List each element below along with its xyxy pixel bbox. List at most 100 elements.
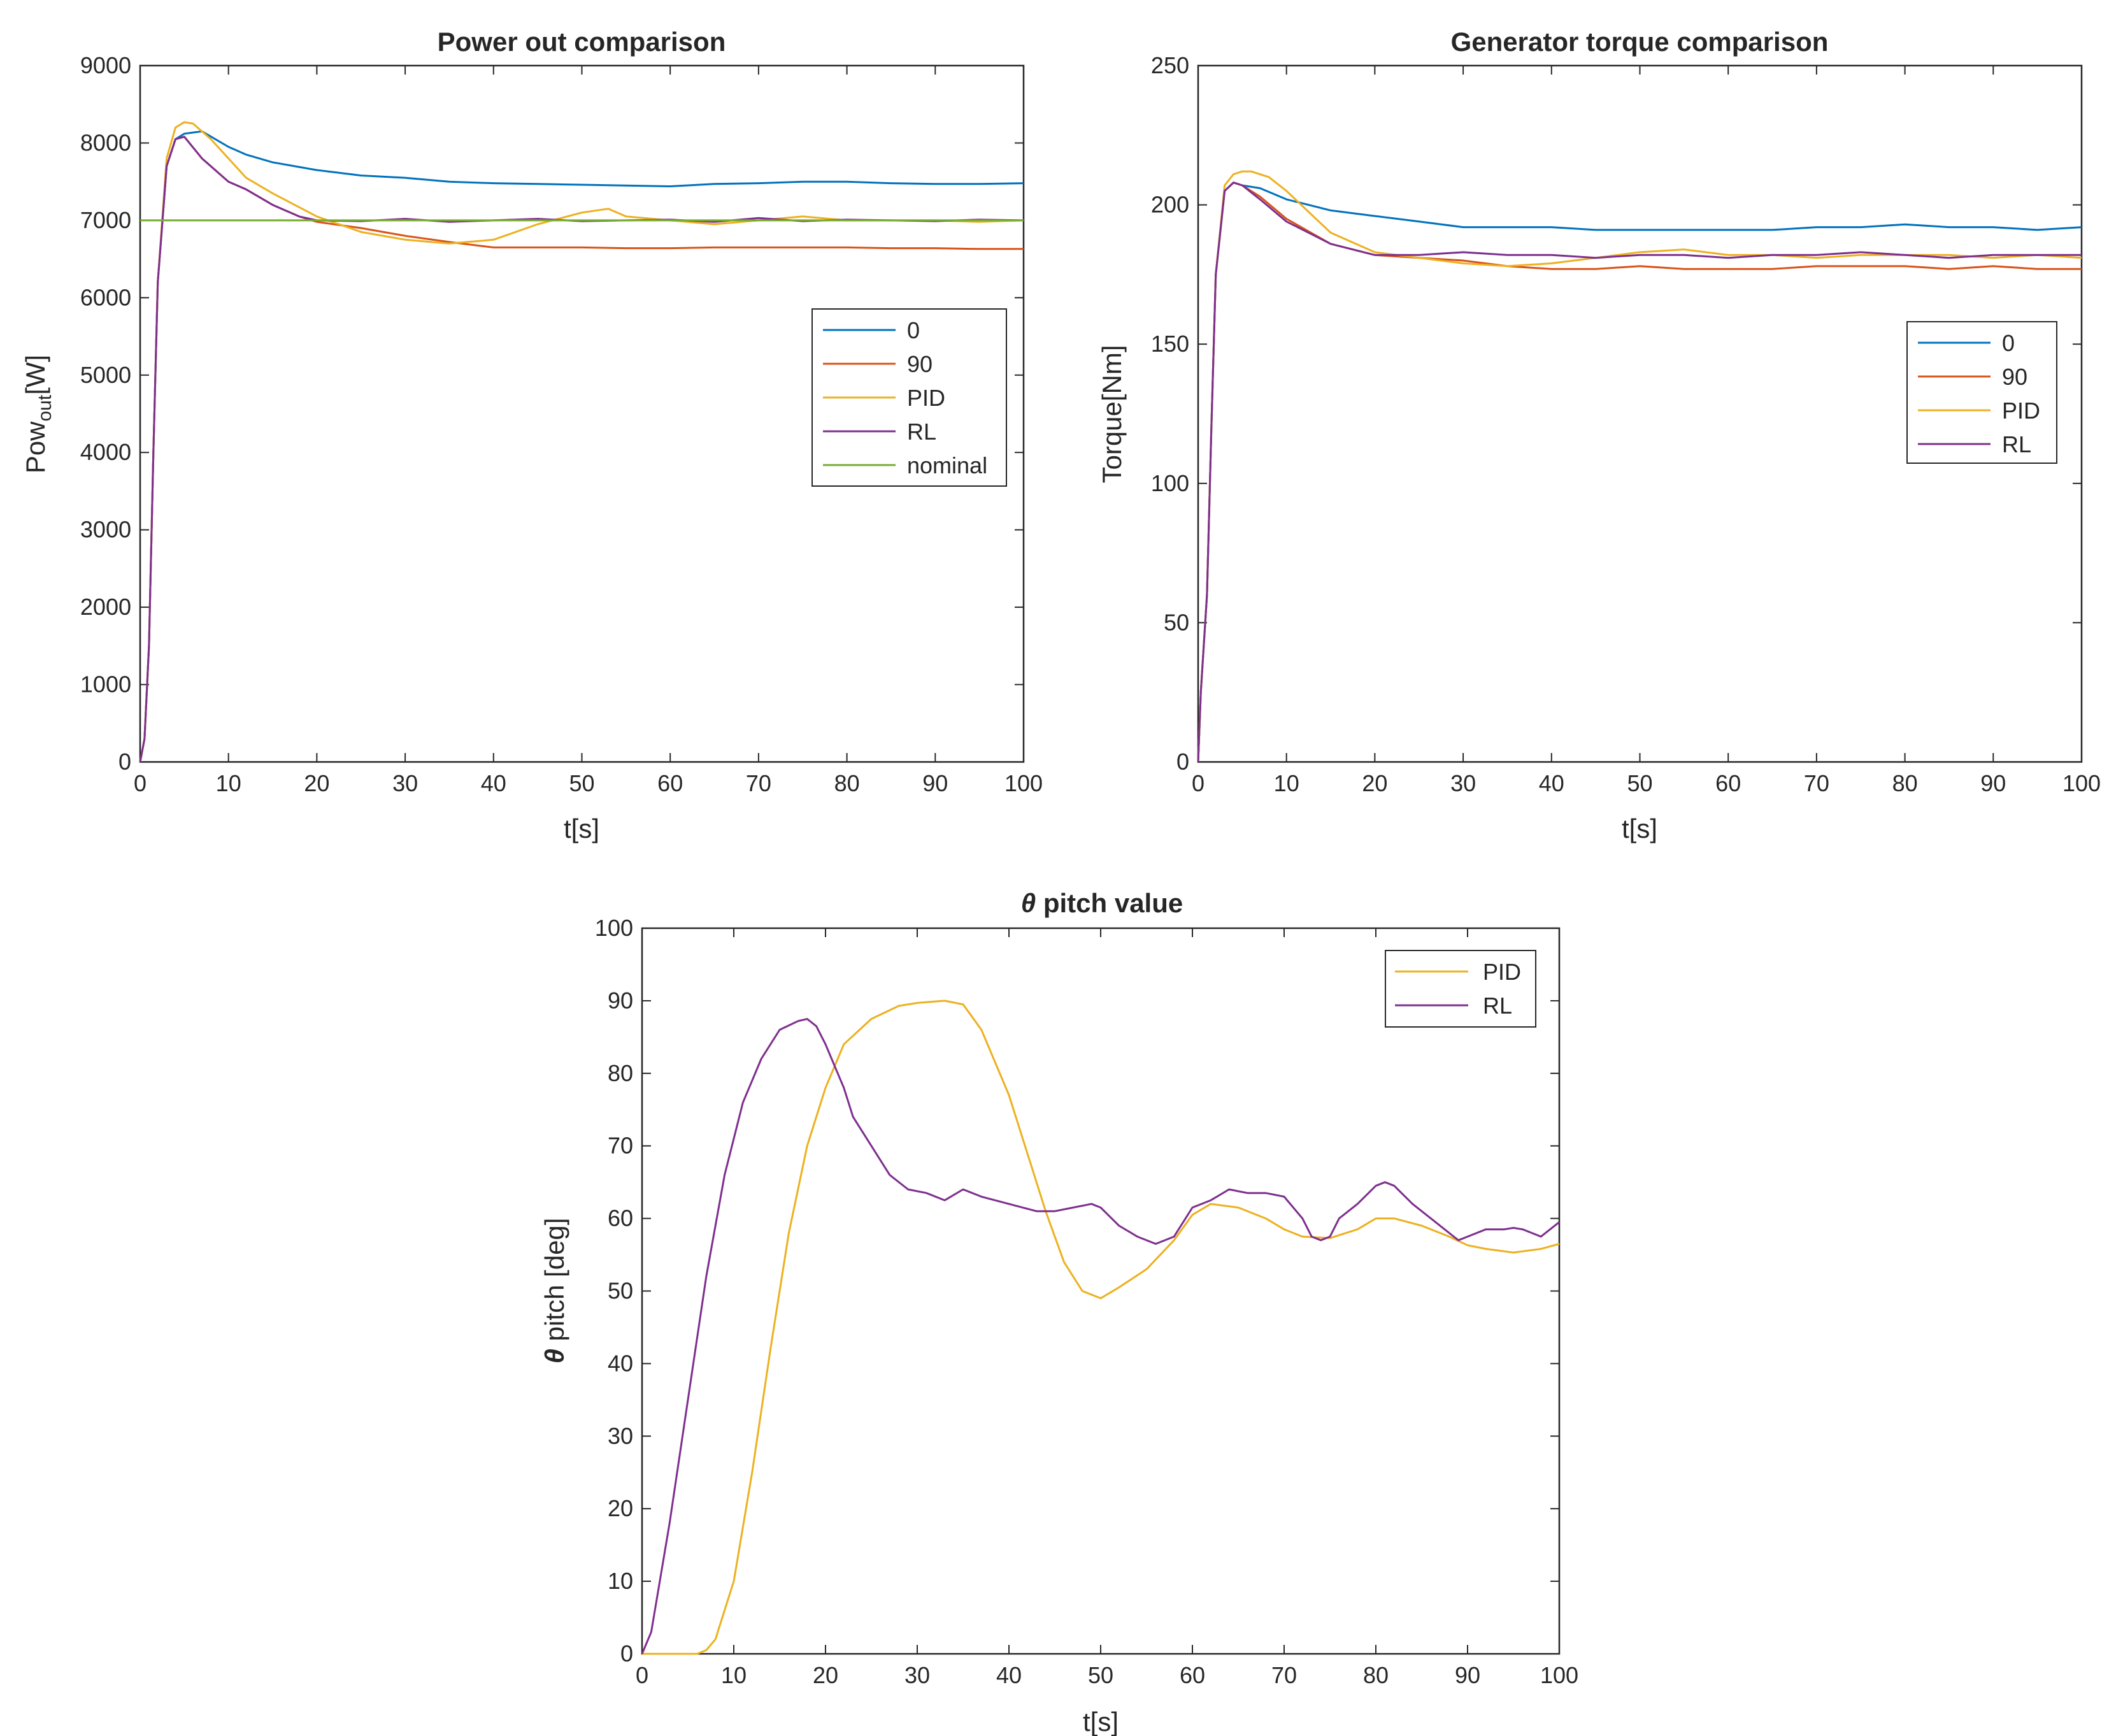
series-lines [139,121,1024,763]
x-tick-label: 50 [1627,770,1652,796]
x-tick-label: 20 [304,770,329,796]
y-tick-label: 1000 [80,671,131,698]
y-axis-label-subscript: out [34,394,55,421]
legend-label: RL [907,419,936,445]
y-tick-label: 40 [608,1350,633,1376]
x-tick-label: 20 [1362,770,1387,796]
y-tick-label: 9000 [80,52,131,78]
legend-label: RL [1483,993,1512,1019]
x-ticks: 0 10 20 30 40 50 60 70 80 90 100 [1192,66,2101,796]
x-tick-label: 70 [1804,770,1829,796]
x-tick-label: 10 [1274,770,1299,796]
x-tick-label: 0 [1192,770,1204,796]
y-tick-label: 2000 [80,594,131,620]
series-line-pid [642,1000,1560,1655]
legend-label: 90 [2002,364,2027,390]
y-ticks: 0 10 20 30 40 50 60 70 80 90 100 [595,915,1559,1667]
x-tick-label: 10 [216,770,241,796]
legend-box [1385,950,1536,1028]
x-tick-label: 40 [1539,770,1564,796]
x-tick-label: 100 [1540,1662,1578,1688]
legend-label: PID [2002,398,2040,424]
y-tick-label: 4000 [80,439,131,465]
plot-area [641,927,1561,1655]
y-tick-label: 0 [620,1640,633,1667]
y-tick-label: 80 [608,1060,633,1086]
y-axis-label-main: Pow [20,421,50,473]
x-tick-label: 0 [134,770,147,796]
x-tick-label: 50 [569,770,594,796]
x-tick-label: 80 [1892,770,1918,796]
x-tick-label: 50 [1088,1662,1113,1688]
legend: 0 90 PID RL [1906,321,2057,464]
legend-box [1906,321,2057,464]
y-tick-label: 30 [608,1423,633,1449]
x-tick-label: 90 [1455,1662,1480,1688]
y-tick-label: 200 [1151,192,1189,218]
legend-label: PID [1483,959,1521,985]
x-tick-label: 40 [481,770,506,796]
legend-items: 0 90 PID RL nominal [823,317,987,478]
title-text: pitch value [1036,888,1183,918]
legend-label: RL [2002,431,2031,457]
power-out-chart: Power out comparison 0 10 20 30 40 50 60 70 80 90… [20,27,1043,843]
series-line-pid [139,121,1024,763]
x-tick-label: 30 [904,1662,930,1688]
y-tick-label: 250 [1151,52,1189,78]
series-line-rl [641,1017,1560,1654]
x-ticks: 0 10 20 30 40 50 60 70 80 90 100 [134,66,1043,796]
y-axis-label: θ pitch [deg] [540,1218,569,1364]
x-tick-label: 30 [1450,770,1476,796]
x-tick-label: 90 [922,770,948,796]
y-tick-label: 10 [608,1568,633,1594]
y-tick-label: 90 [608,987,633,1014]
y-tick-label: 8000 [80,129,131,155]
x-axis-label: t[s] [564,814,599,843]
y-axis-label-text: pitch [deg] [540,1218,569,1349]
x-tick-label: 70 [1271,1662,1297,1688]
y-tick-label: 100 [595,915,633,941]
x-tick-label: 80 [1363,1662,1389,1688]
legend-label: 90 [907,351,933,377]
x-tick-label: 60 [657,770,683,796]
y-tick-label: 5000 [80,362,131,388]
y-tick-label: 50 [1164,609,1189,635]
y-ticks: 0 1000 2000 3000 4000 5000 6000 7000 8000 9000 [80,52,1024,775]
x-tick-label: 0 [636,1662,648,1688]
y-axis-label: Torque[Nm] [1097,345,1127,483]
series-line-rl [1197,182,2082,763]
y-tick-label: 50 [608,1278,633,1304]
x-tick-label: 70 [746,770,771,796]
generator-torque-chart: Generator torque comparison 0 10 20 30 40 50 6… [1097,27,2101,843]
legend: 0 90 PID RL nominal [811,308,1007,487]
y-tick-label: 0 [1176,749,1189,775]
chart-title: θ pitch value [1021,888,1183,918]
series-lines [641,1000,1560,1655]
y-axis-label-theta: θ [540,1349,569,1363]
legend-label: 0 [2002,330,2015,356]
pitch-value-chart: θ pitch value 0 10 20 30 40 50 60 70 80 90 100 0 10… [540,888,1578,1736]
chart-title: Power out comparison [438,27,726,57]
y-tick-label: 3000 [80,517,131,543]
y-tick-label: 0 [118,749,131,775]
x-tick-label: 60 [1715,770,1741,796]
title-theta-symbol: θ [1021,888,1036,918]
y-axis-label: Powout[W] [20,355,55,473]
x-tick-label: 100 [2062,770,2101,796]
x-axis-label: t[s] [1622,814,1657,843]
legend-label: nominal [907,452,987,478]
y-axis-label-unit: [W] [20,355,50,395]
series-lines [1197,170,2082,763]
x-tick-label: 40 [996,1662,1022,1688]
y-tick-label: 6000 [80,284,131,310]
y-tick-label: 60 [608,1205,633,1231]
x-axis-label: t[s] [1083,1707,1119,1736]
y-tick-label: 7000 [80,207,131,233]
legend-label: 0 [907,317,920,343]
legend-items: 0 90 PID RL [1918,330,2040,457]
x-tick-label: 10 [721,1662,747,1688]
x-tick-label: 60 [1180,1662,1205,1688]
x-tick-label: 20 [813,1662,838,1688]
x-tick-label: 100 [1004,770,1043,796]
